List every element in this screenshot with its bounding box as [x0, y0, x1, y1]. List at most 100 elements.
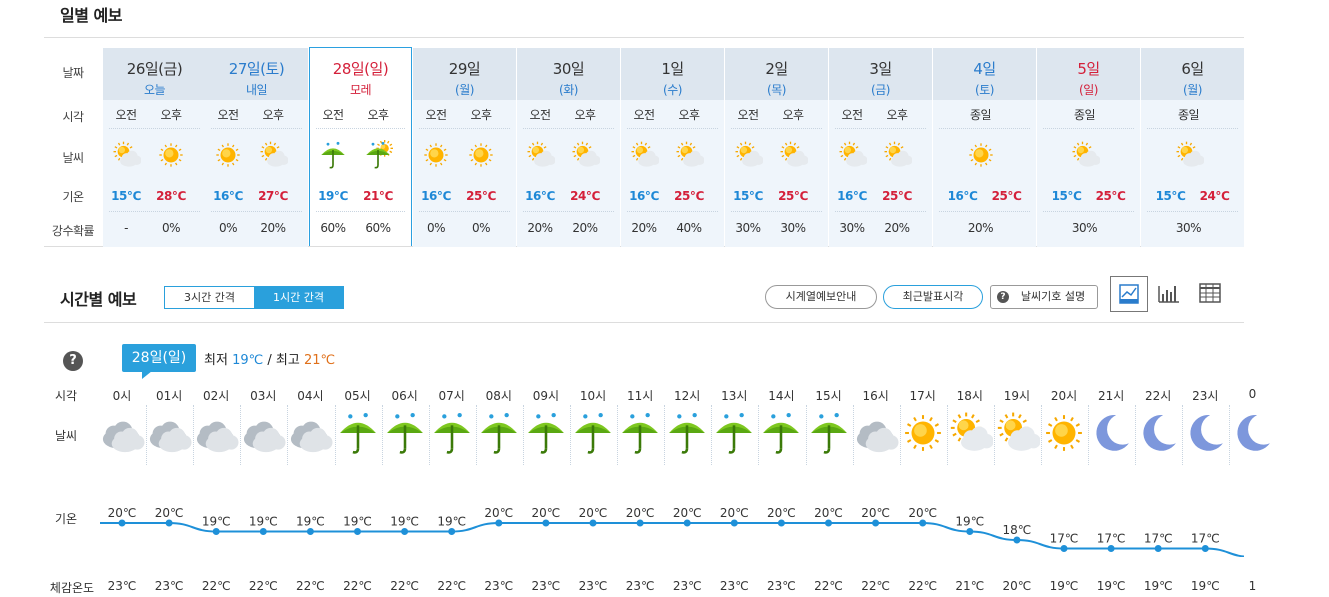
temperature-label: 19℃: [249, 515, 278, 529]
temperature-point: [354, 528, 361, 535]
feel-temp: 21℃: [955, 579, 985, 593]
temperature-line-chart: 20℃ 20℃ 19℃ 19℃ 19℃ 19℃ 19℃ 19℃ 20℃ 20℃ 20℃ 20℃ 20℃ 2…: [100, 506, 1244, 557]
period-label: 오후: [678, 108, 700, 122]
day-column: 6일 (월) 종일 15℃ 24℃ 30%: [1141, 48, 1244, 247]
bar-chart-view-button[interactable]: [1150, 276, 1188, 312]
hourly-date-badge: 28일(일): [122, 344, 196, 372]
day-header[interactable]: 4일 (토): [933, 48, 1036, 100]
sun-icon: [216, 143, 240, 167]
hourly-label-weather: 날씨: [54, 429, 78, 443]
feel-temp: 23℃: [625, 579, 655, 593]
day-header[interactable]: 30일 (화): [517, 48, 620, 100]
series-guide-button[interactable]: 시계열예보안내: [765, 285, 877, 309]
day-header[interactable]: 3일 (금): [829, 48, 932, 100]
tab-1hour[interactable]: 1시간 간격: [254, 287, 343, 308]
hour-label: 03시: [250, 389, 277, 403]
hour-divider: [1135, 405, 1137, 465]
period-weather: [570, 140, 601, 170]
row-divider: [731, 211, 822, 212]
table-view-button[interactable]: [1191, 276, 1229, 312]
partly-cloudy-icon: [997, 412, 1041, 451]
temperature-point: [306, 528, 314, 535]
min-max-summary: 최저 19℃ / 최고 21℃: [204, 349, 335, 368]
day-column: 28일(일) 모레 오전 19℃ 60% 오후 21℃ 60%: [309, 47, 412, 246]
temperature-point: [165, 519, 173, 527]
temperature-point: [777, 519, 785, 527]
temperature-point: [872, 519, 880, 527]
period-label: 오후: [160, 108, 182, 122]
temperature-label: 17℃: [1050, 532, 1079, 546]
period-weather: [1070, 140, 1100, 170]
help-icon[interactable]: ?: [63, 351, 83, 371]
temperature-point: [636, 519, 644, 527]
hour-divider: [570, 405, 571, 465]
max-temp: 27℃: [258, 189, 288, 203]
period-weather: [629, 140, 660, 170]
line-chart-view-button[interactable]: [1110, 276, 1148, 312]
day-header[interactable]: 28일(일) 모레: [310, 48, 411, 100]
period-weather: [258, 140, 289, 170]
precip-prob: 30%: [839, 221, 865, 235]
feel-temp: 1: [1248, 579, 1257, 593]
period-label: 오전: [322, 108, 344, 122]
temperature-point: [966, 528, 974, 535]
hour-divider: [617, 405, 619, 465]
day-name: 5일: [1077, 60, 1100, 78]
day-subtitle: (일): [1079, 83, 1098, 97]
feel-temp: 19℃: [1143, 579, 1173, 593]
hour-weather: [617, 410, 663, 456]
partly-cloudy-icon: [1072, 141, 1100, 167]
day-header[interactable]: 27일(토) 내일: [205, 48, 308, 100]
temperature-point: [259, 528, 267, 535]
row-label-temp: 기온: [62, 190, 84, 204]
day-header[interactable]: 2일 (목): [725, 48, 828, 100]
partly-cloudy-icon: [572, 141, 601, 167]
temperature-label: 20℃: [908, 506, 937, 520]
umbrella-icon: [716, 412, 753, 454]
day-subtitle: (수): [663, 83, 682, 97]
umbrella-icon: [575, 412, 611, 454]
row-divider: [316, 211, 405, 212]
day-subtitle: 오늘: [143, 83, 166, 97]
day-subtitle: 모레: [349, 83, 372, 97]
feel-temp: 23℃: [531, 579, 561, 593]
day-header[interactable]: 6일 (월): [1141, 48, 1244, 100]
feel-temp: 22℃: [201, 579, 231, 593]
sun-icon: [469, 143, 493, 167]
row-divider: [1043, 211, 1134, 212]
day-header[interactable]: 5일 (일): [1037, 48, 1140, 100]
day-header[interactable]: 1일 (수): [621, 48, 724, 100]
bar-chart-icon: [1158, 286, 1179, 303]
row-divider: [316, 128, 405, 129]
hour-divider: [1041, 405, 1042, 465]
day-header[interactable]: 29일 (월): [413, 48, 516, 100]
temperature-point: [118, 519, 126, 527]
recent-time-button[interactable]: 최근발표시각: [883, 285, 983, 309]
day-subtitle: (월): [1183, 83, 1202, 97]
umbrella-icon: [433, 412, 470, 454]
feel-temp: 22℃: [390, 579, 419, 593]
hour-divider: [664, 405, 666, 465]
day-name: 30일: [552, 60, 585, 78]
temperature-point: [542, 519, 550, 527]
min-temp: 16℃: [213, 189, 243, 203]
hour-label: 12시: [674, 389, 701, 403]
hour-divider: [993, 405, 995, 465]
temperature-label: 20℃: [861, 506, 890, 520]
hour-weather: [287, 410, 333, 456]
row-divider: [109, 211, 200, 212]
min-label: 최저: [204, 353, 228, 368]
row-label-time: 시각: [62, 110, 84, 124]
symbol-help-button[interactable]: ? 날씨기호 설명: [990, 285, 1098, 309]
hour-weather: [853, 410, 899, 456]
temperature-point: [401, 528, 409, 535]
day-header[interactable]: 26일(금) 오늘: [103, 48, 206, 100]
tab-3hour[interactable]: 3시간 간격: [184, 291, 235, 304]
hour-weather: [1182, 410, 1228, 456]
precip-prob: 0%: [161, 221, 181, 235]
day-name: 6일: [1181, 60, 1204, 78]
row-divider: [939, 211, 1030, 212]
period-weather: [733, 140, 764, 170]
period-label: 종일: [1073, 108, 1096, 122]
max-label: 최고: [275, 353, 300, 368]
